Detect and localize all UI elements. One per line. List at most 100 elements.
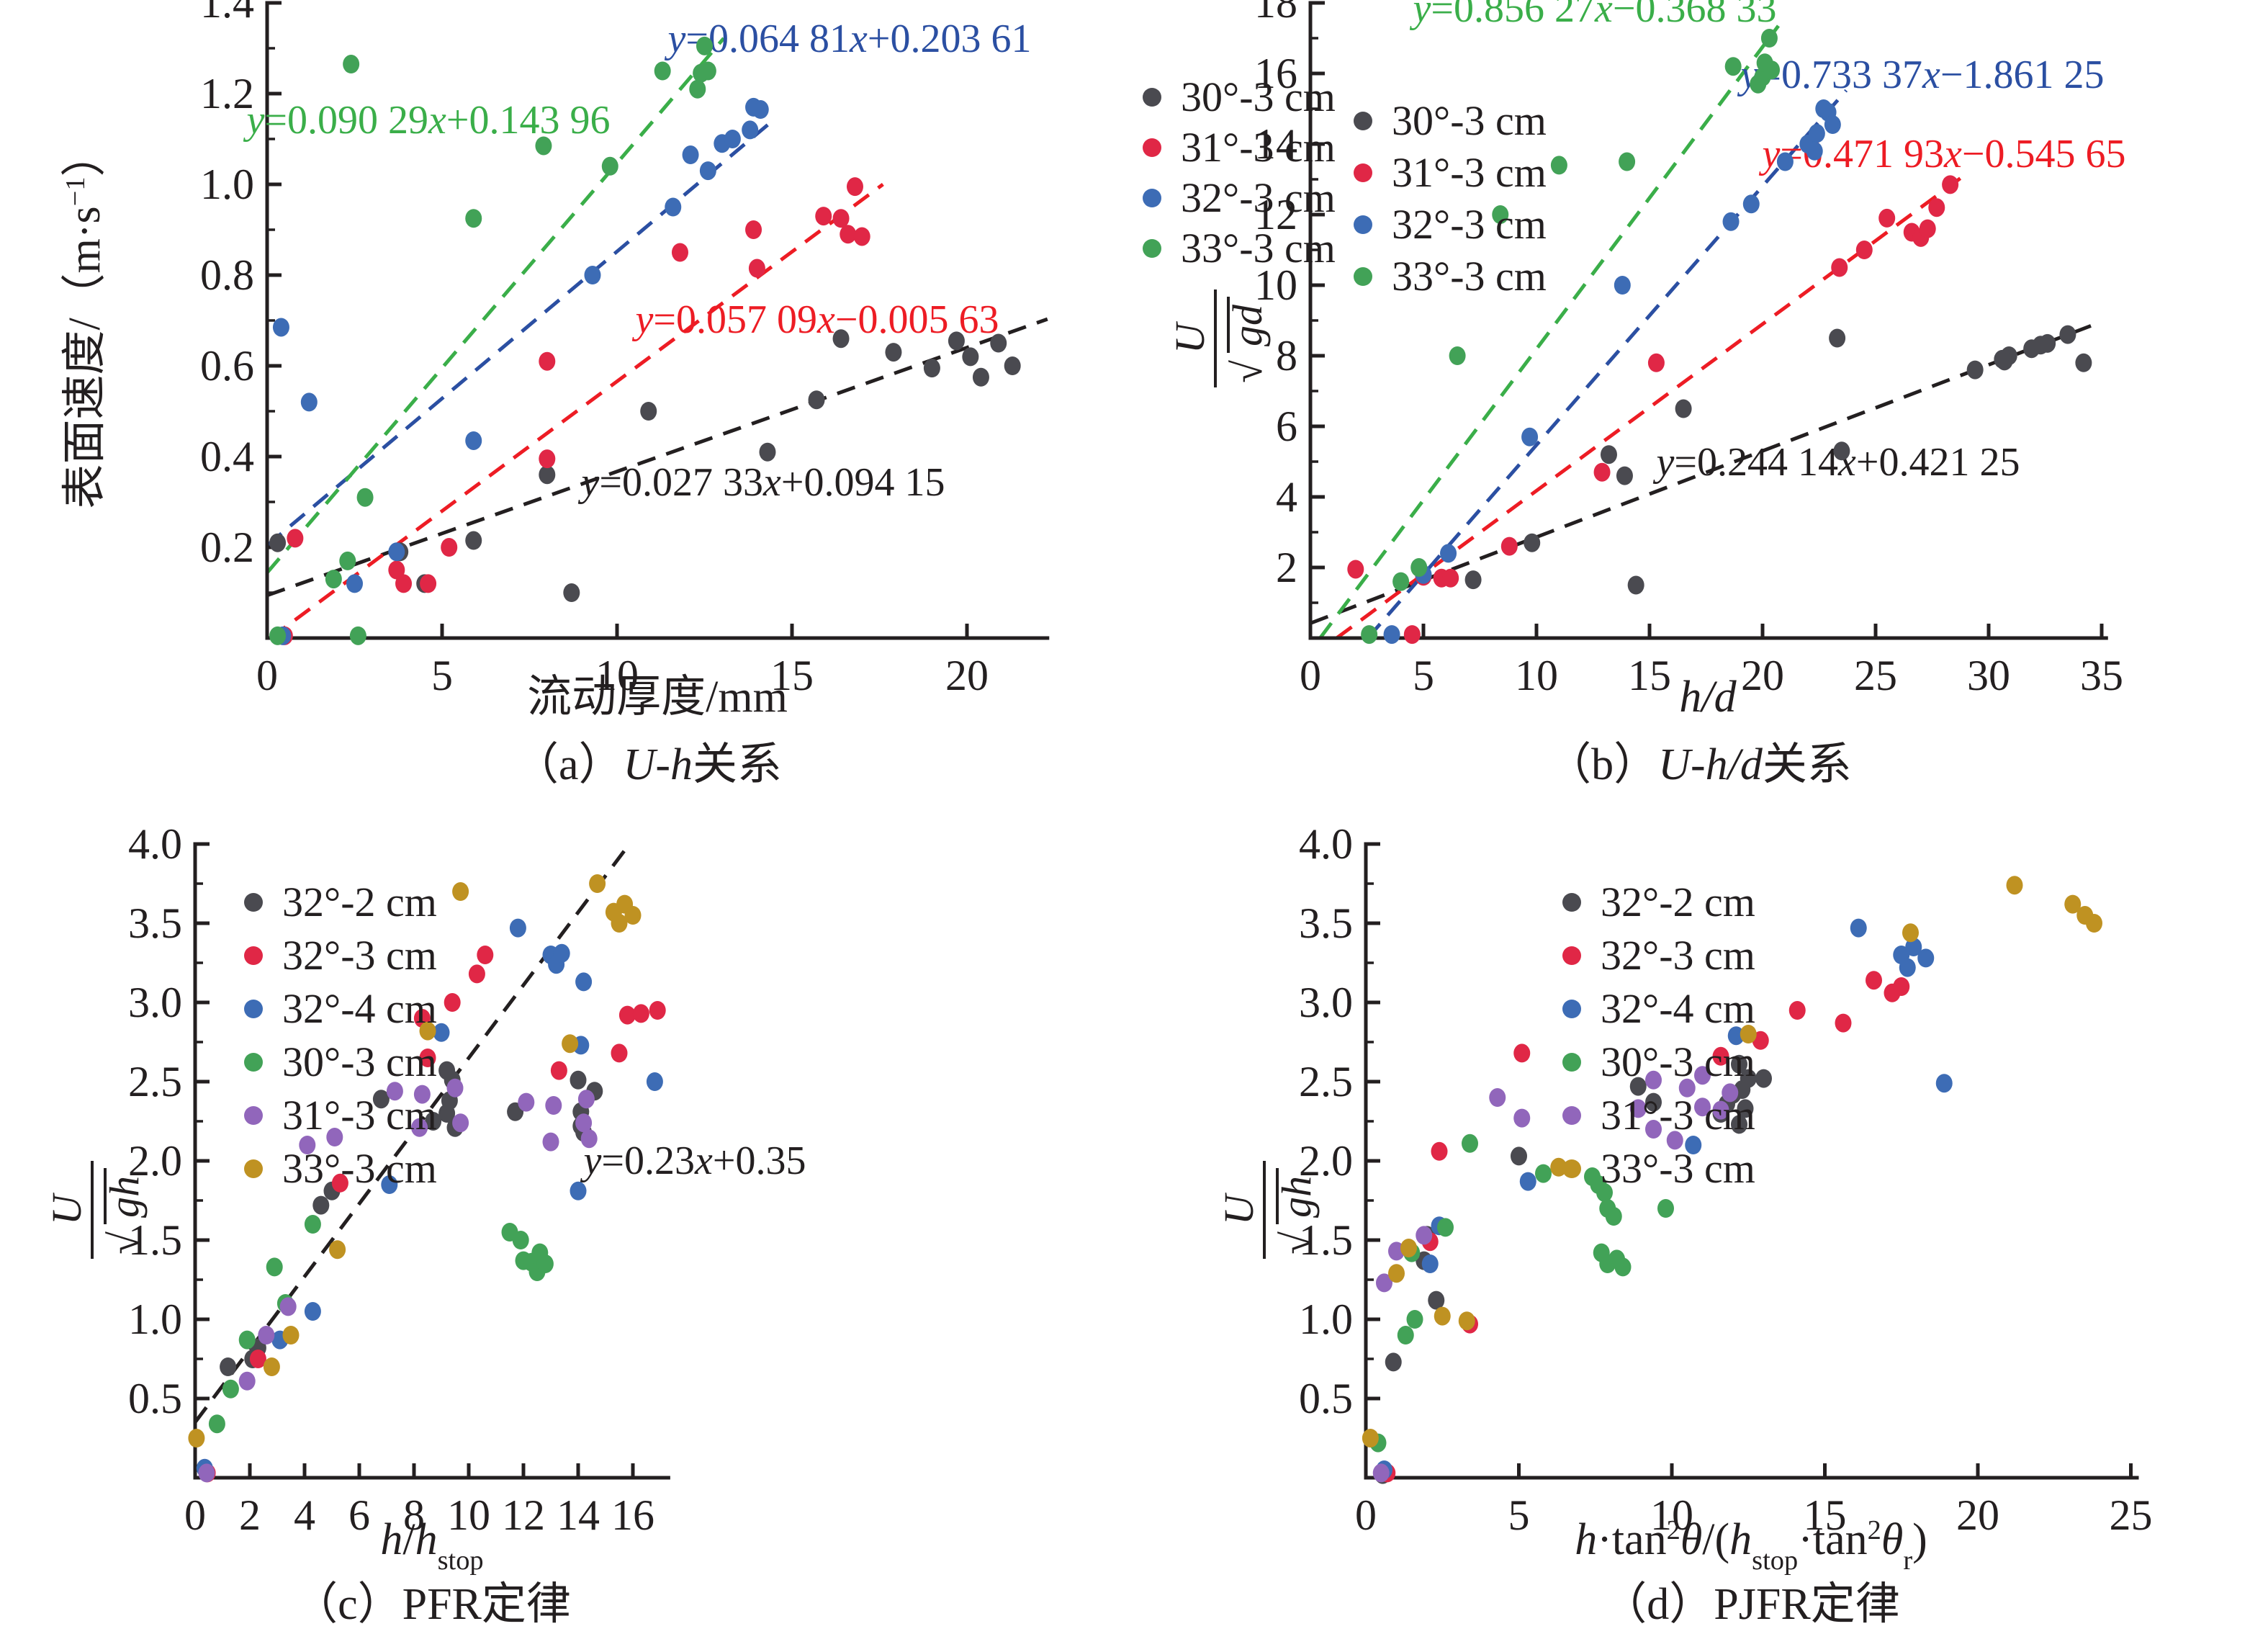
data-point <box>1645 1092 1662 1112</box>
data-point <box>2075 353 2092 372</box>
data-point <box>601 156 618 176</box>
y-tick-label: 16 <box>1254 50 1297 97</box>
x-tick-label: 10 <box>1515 652 1558 699</box>
y-tick-label: 4.0 <box>1299 820 1353 868</box>
data-point <box>1492 205 1509 224</box>
data-point <box>1619 152 1636 171</box>
x-tick-label: 10 <box>595 652 639 699</box>
data-point <box>1400 1239 1417 1257</box>
y-tick-label: 2.0 <box>128 1137 182 1185</box>
x-tick-label: 8 <box>403 1491 425 1539</box>
data-point <box>1724 57 1742 76</box>
data-point <box>536 1254 554 1273</box>
legend-item: 30°-3 cm <box>1562 1038 1755 1085</box>
y-tick-label: 2 <box>1276 544 1297 591</box>
data-point <box>1362 1429 1379 1447</box>
x-axis-title: h·tan2θ/(hstop·tan2θr) <box>1575 1515 1927 1576</box>
data-point <box>1722 1083 1739 1103</box>
panel-caption: （b）U-h/d关系 <box>1547 740 1852 789</box>
data-point <box>1731 1054 1747 1074</box>
data-point <box>570 1070 587 1090</box>
data-point <box>349 626 366 645</box>
data-point <box>699 61 716 81</box>
data-point <box>419 1021 436 1041</box>
data-point <box>1996 351 2013 371</box>
data-point <box>1383 625 1400 645</box>
y-tick-label: 1.5 <box>128 1216 182 1264</box>
data-point <box>550 1061 567 1080</box>
data-point <box>2086 914 2102 933</box>
data-point <box>388 542 405 562</box>
x-tick-label: 20 <box>1741 652 1784 699</box>
x-tick-label: 15 <box>1804 1491 1847 1539</box>
data-point <box>1521 427 1539 446</box>
data-point <box>1431 1141 1448 1161</box>
legend-item-label: 33°-3 cm <box>282 1145 437 1192</box>
legend-item: 31°-3 cm <box>1354 149 1547 196</box>
data-point <box>2064 894 2082 914</box>
y-tick-label: 1.2 <box>200 70 254 117</box>
data-point <box>1712 1046 1729 1066</box>
legend-item: 32°-4 cm <box>1562 985 1755 1032</box>
data-point <box>1740 1025 1757 1043</box>
data-point <box>509 918 526 938</box>
legend-item: 30°-3 cm <box>244 1038 437 1085</box>
legend: 32°-2 cm 32°-3 cm 32°-4 cm 30°-3 cm 31°-3 cm… <box>244 879 437 1192</box>
data-point <box>545 1096 562 1115</box>
x-tick-label: 0 <box>256 652 278 699</box>
data-point <box>748 259 765 278</box>
legend-marker-icon <box>1143 239 1161 258</box>
data-point <box>535 136 552 156</box>
data-point <box>1942 175 1959 194</box>
x-tick-label: 10 <box>1650 1491 1693 1539</box>
data-point <box>584 266 601 284</box>
legend-marker-icon <box>244 893 263 912</box>
series-32-4-cm <box>196 918 663 1478</box>
y-tick-label: 0.4 <box>200 433 254 480</box>
frac-numerator: U <box>43 1192 90 1225</box>
x-tick-label: 25 <box>2110 1491 2153 1539</box>
data-point <box>1458 1311 1475 1331</box>
data-point <box>1935 1074 1953 1093</box>
data-point <box>263 1357 280 1376</box>
series-32-3-cm <box>1383 99 1841 645</box>
frac-denominator: √ gd <box>1224 297 1271 383</box>
data-point <box>618 1005 636 1025</box>
data-point <box>325 570 342 589</box>
data-point <box>539 465 556 485</box>
fit-equation-2: y=0.064 81x+0.203 61 <box>665 17 1032 61</box>
data-point <box>562 1034 579 1054</box>
data-point <box>238 1371 256 1391</box>
data-point <box>885 343 902 362</box>
y-axis-title: U √ gh <box>1215 1161 1320 1259</box>
data-point <box>1629 1077 1647 1096</box>
x-tick-label: 20 <box>945 652 989 699</box>
legend-item-label: 30°-3 cm <box>1392 97 1547 144</box>
legend-item: 32°-3 cm <box>244 932 437 979</box>
legend-marker-icon <box>244 1000 263 1018</box>
data-point <box>1442 568 1459 588</box>
legend-item: 33°-3 cm <box>1143 225 1336 271</box>
data-point <box>343 55 360 74</box>
data-point <box>1347 560 1364 579</box>
legend-marker-icon <box>244 1053 263 1072</box>
data-point <box>1361 625 1378 645</box>
data-point <box>624 906 642 925</box>
ticks: 0 2 4 6 8 10 12 14 16 0.5 1.0 1.5 2.0 2.5 3.0 3.5 4.0 <box>128 820 654 1539</box>
data-point <box>745 220 762 239</box>
data-point <box>1004 356 1021 375</box>
data-point <box>326 1128 343 1146</box>
data-point <box>465 209 482 228</box>
data-point <box>339 551 356 570</box>
data-point <box>331 1173 348 1193</box>
data-point <box>1406 1310 1423 1329</box>
legend-marker-icon <box>244 1106 263 1125</box>
series-30-3-cm <box>269 329 1021 602</box>
legend-item: 32°-3 cm <box>1562 932 1755 979</box>
data-point <box>1513 1043 1531 1063</box>
data-point <box>372 1090 390 1109</box>
data-point <box>1385 1352 1402 1372</box>
data-point <box>425 1112 442 1131</box>
y-tick-label: 1.4 <box>200 0 254 27</box>
